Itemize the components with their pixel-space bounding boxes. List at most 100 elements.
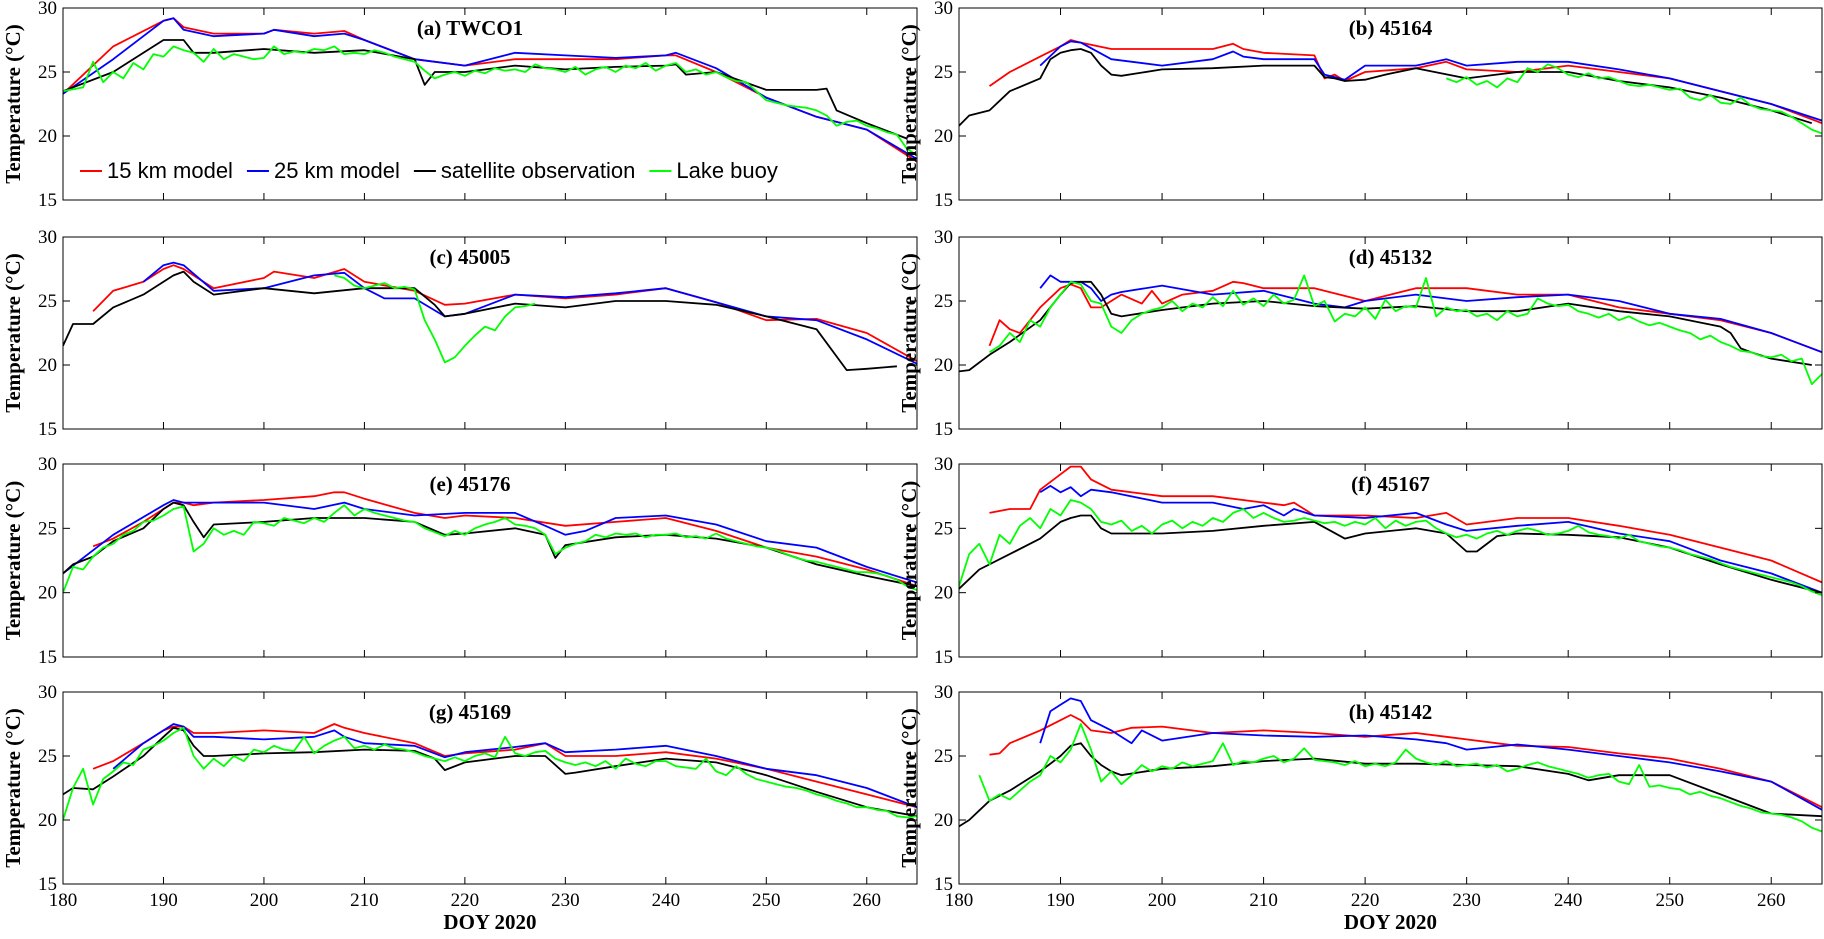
panel-f-45167: 15 20 25 30 (f) 45167 Temperature (°C) [897, 454, 1823, 668]
y-tick-label: 20 [934, 355, 953, 376]
x-tick-label: 260 [853, 890, 882, 911]
series-lake-buoy [63, 726, 917, 821]
x-axis-label: DOY 2020 [1344, 910, 1437, 934]
y-tick-label: 15 [934, 190, 953, 211]
y-axis-label: Temperature (°C) [1, 24, 25, 183]
x-tick-label: 200 [250, 890, 279, 911]
series-lake-buoy [978, 723, 1822, 833]
series-lake-buoy [334, 274, 536, 364]
y-tick-label: 20 [934, 583, 953, 604]
x-tick-label: 250 [752, 890, 781, 911]
panel-title: (g) 45169 [429, 700, 511, 724]
y-axis-label: Temperature (°C) [1, 481, 25, 640]
plot-frame [62, 691, 918, 885]
series-25-km-model [1039, 274, 1822, 354]
y-tick-label: 30 [38, 682, 57, 703]
y-tick-label: 20 [934, 810, 953, 831]
y-tick-label: 30 [38, 0, 57, 19]
panel-title: (h) 45142 [1349, 700, 1432, 724]
y-axis-label: Temperature (°C) [1, 253, 25, 412]
series-15-km-model [988, 39, 1822, 125]
y-tick-label: 25 [934, 746, 953, 767]
x-tick-label: 180 [945, 890, 974, 911]
series-25-km-model [112, 723, 917, 809]
series-15-km-model [92, 491, 917, 588]
plot-frame [958, 7, 1823, 201]
y-tick-label: 25 [38, 62, 57, 83]
y-tick-label: 15 [38, 190, 57, 211]
x-axis-label: DOY 2020 [443, 910, 536, 934]
panel-title: (e) 45176 [429, 472, 510, 496]
plot-frame [958, 463, 1823, 658]
panel-title: (a) TWCO1 [417, 16, 523, 40]
x-tick-label: 220 [1351, 890, 1380, 911]
legend: 15 km model 25 km model satellite observat… [80, 158, 778, 183]
y-tick-label: 15 [38, 419, 57, 440]
x-tick-label: 230 [551, 890, 580, 911]
series-satellite-observation [63, 39, 908, 140]
series-lake-buoy [63, 504, 917, 594]
panel-g-45169: 180 190 200 210 220 230 240 250 260 15 20 25 30 (g) 4… [1, 682, 918, 934]
panel-title: (f) 45167 [1351, 472, 1430, 496]
y-tick-label: 30 [934, 682, 953, 703]
y-axis-label: Temperature (°C) [897, 253, 921, 412]
y-tick-label: 15 [934, 647, 953, 668]
y-tick-label: 30 [38, 227, 57, 248]
y-tick-label: 15 [934, 874, 953, 895]
panel-title: (b) 45164 [1349, 16, 1433, 40]
x-tick-label: 190 [149, 890, 178, 911]
panel-d-45132: 15 20 25 30 (d) 45132 Temperature (°C) [897, 227, 1823, 440]
y-axis-label: Temperature (°C) [897, 481, 921, 640]
x-tick-label: 200 [1148, 890, 1177, 911]
y-tick-label: 25 [934, 518, 953, 539]
plot-frame [62, 7, 918, 201]
y-tick-label: 25 [38, 518, 57, 539]
series-15-km-model [92, 264, 917, 362]
y-tick-label: 30 [934, 0, 953, 19]
y-tick-label: 15 [38, 647, 57, 668]
plot-frame [958, 691, 1823, 885]
y-tick-label: 20 [38, 810, 57, 831]
x-tick-label: 180 [49, 890, 78, 911]
legend-label-satellite-observation: satellite observation [441, 158, 635, 183]
y-tick-label: 20 [934, 126, 953, 147]
y-tick-label: 30 [934, 227, 953, 248]
series-15-km-model [989, 714, 1822, 809]
plot-frame [62, 236, 918, 430]
series-satellite-observation [959, 48, 1813, 127]
series-satellite-observation [959, 742, 1822, 828]
series-lake-buoy [959, 499, 1822, 597]
series-15-km-model [92, 723, 917, 809]
x-tick-label: 210 [350, 890, 379, 911]
x-tick-label: 230 [1452, 890, 1481, 911]
series-lake-buoy [63, 45, 917, 156]
legend-label-15-km-model: 15 km model [107, 158, 233, 183]
x-tick-label: 250 [1655, 890, 1684, 911]
series-25-km-model [1039, 40, 1822, 122]
y-tick-label: 25 [38, 291, 57, 312]
y-axis-label: Temperature (°C) [1, 708, 25, 867]
y-tick-label: 15 [934, 419, 953, 440]
x-tick-label: 220 [451, 890, 480, 911]
legend-label-lake-buoy: Lake buoy [676, 158, 778, 183]
series-lake-buoy [1445, 63, 1822, 135]
panel-h-45142: 180 190 200 210 220 230 240 250 260 15 20 25 30 (h) 4… [897, 682, 1823, 934]
x-tick-label: 190 [1046, 890, 1075, 911]
series-25-km-model [142, 261, 917, 365]
series-lake-buoy [989, 274, 1822, 386]
y-tick-label: 25 [934, 291, 953, 312]
y-tick-label: 25 [934, 62, 953, 83]
y-tick-label: 30 [38, 454, 57, 475]
y-tick-label: 20 [38, 126, 57, 147]
y-tick-label: 30 [934, 454, 953, 475]
plot-frame [62, 463, 918, 658]
series-satellite-observation [959, 514, 1822, 594]
y-tick-label: 20 [38, 355, 57, 376]
y-tick-label: 15 [38, 874, 57, 895]
panel-title: (c) 45005 [429, 245, 510, 269]
series-15-km-model [989, 465, 1822, 584]
x-tick-label: 260 [1757, 890, 1786, 911]
panel-c-45005: 15 20 25 30 (c) 45005 Temperature (°C) [1, 227, 918, 440]
series-25-km-model [1039, 484, 1822, 594]
y-tick-label: 20 [38, 583, 57, 604]
